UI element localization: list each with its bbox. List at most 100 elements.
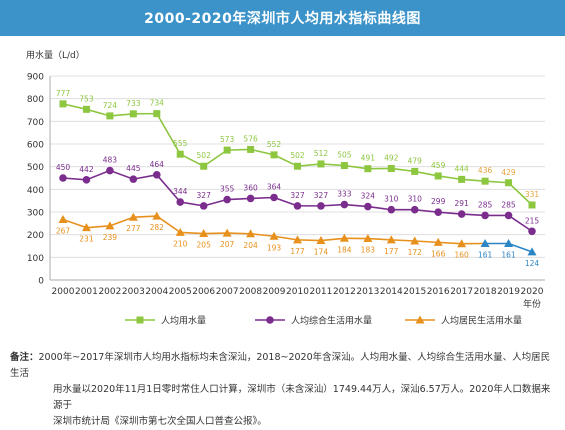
- x-tick-label: 2010: [286, 287, 309, 297]
- footnote: 备注：2000年~2017年深圳市人均用水指标均未含深汕，2018~2020年含…: [10, 350, 555, 430]
- data-label: 282: [150, 223, 165, 232]
- data-label: 429: [501, 168, 516, 177]
- data-point: [106, 112, 113, 119]
- data-point: [200, 163, 207, 170]
- data-label: 160: [454, 251, 469, 260]
- x-tick-label: 2016: [427, 287, 450, 297]
- data-point: [153, 110, 160, 117]
- data-label: 277: [126, 224, 141, 233]
- data-point: [435, 172, 442, 179]
- data-label: 552: [267, 140, 282, 149]
- data-label: 324: [361, 192, 376, 201]
- series-line-segment: [298, 164, 321, 166]
- data-point: [130, 175, 138, 183]
- data-point: [270, 194, 278, 202]
- data-label: 193: [267, 243, 282, 252]
- data-point: [223, 196, 231, 204]
- data-label: 327: [290, 191, 305, 200]
- x-tick-label: 2008: [239, 287, 262, 297]
- data-point: [130, 110, 137, 117]
- data-label: 364: [267, 182, 282, 191]
- data-point: [341, 201, 349, 209]
- data-point: [317, 202, 325, 210]
- series-line-segment: [438, 176, 461, 179]
- series-line-segment: [391, 240, 414, 241]
- data-point: [411, 206, 419, 214]
- data-label: 450: [56, 163, 71, 172]
- data-label: 161: [478, 251, 493, 260]
- data-label: 172: [408, 248, 423, 257]
- x-tick-label: 2009: [263, 287, 286, 297]
- footnote-line-3: 深圳市统计局《深圳市第七次全国人口普查公报》。: [10, 414, 555, 430]
- y-tick-label: 900: [27, 73, 44, 83]
- data-point: [294, 202, 302, 210]
- data-point: [505, 212, 513, 220]
- legend-marker: [137, 317, 144, 324]
- data-label: 285: [501, 200, 516, 209]
- x-tick-label: 2017: [450, 287, 473, 297]
- line-chart: 用水量（L/d）01002003004005006007008009002000…: [0, 36, 565, 346]
- data-point: [60, 100, 67, 107]
- x-tick-label: 2020: [521, 287, 544, 297]
- y-axis-title: 用水量（L/d）: [26, 49, 85, 61]
- data-label: 512: [314, 149, 329, 158]
- series-line-segment: [86, 226, 109, 228]
- data-label: 734: [150, 99, 165, 108]
- data-label: 444: [454, 164, 469, 173]
- x-tick-label: 2005: [169, 287, 192, 297]
- y-tick-label: 300: [27, 209, 44, 219]
- x-tick-label: 2011: [309, 287, 332, 297]
- data-label: 492: [384, 153, 399, 162]
- data-label: 355: [220, 185, 235, 194]
- data-label: 177: [290, 247, 305, 256]
- legend-label: 人均居民生活用水量: [441, 315, 522, 327]
- data-label: 464: [150, 160, 165, 169]
- data-point: [528, 227, 536, 235]
- footnote-line-1: 备注：2000年~2017年深圳市人均用水指标均未含深汕，2018~2020年含…: [10, 350, 555, 382]
- data-point: [153, 171, 161, 179]
- x-tick-label: 2013: [356, 287, 379, 297]
- data-point: [317, 160, 324, 167]
- series-line-segment: [438, 242, 461, 243]
- series-line-segment: [86, 109, 109, 116]
- legend-label: 人均综合生活用水量: [291, 315, 372, 327]
- data-point: [434, 208, 442, 216]
- x-tick-label: 2014: [380, 287, 403, 297]
- series-line-segment: [344, 166, 367, 169]
- series-line-segment: [415, 241, 438, 242]
- data-label: 573: [220, 135, 235, 144]
- data-label: 231: [79, 235, 94, 244]
- data-point: [271, 151, 278, 158]
- x-tick-label: 2006: [192, 287, 215, 297]
- data-label: 753: [79, 94, 94, 103]
- data-label: 183: [361, 246, 376, 255]
- x-tick-label: 2004: [145, 287, 168, 297]
- data-label: 310: [384, 195, 399, 204]
- data-point: [505, 179, 512, 186]
- series-line-segment: [133, 216, 156, 217]
- x-tick-label: 2018: [474, 287, 497, 297]
- x-tick-label: 2002: [98, 287, 121, 297]
- data-label: 777: [56, 89, 71, 98]
- data-label: 555: [173, 139, 188, 148]
- data-label: 576: [243, 134, 258, 143]
- x-tick-label: 2007: [216, 287, 239, 297]
- data-label: 215: [525, 216, 540, 225]
- data-label: 291: [454, 199, 469, 208]
- data-label: 360: [243, 183, 258, 192]
- y-tick-label: 600: [27, 141, 44, 151]
- x-tick-label: 2019: [497, 287, 520, 297]
- data-label: 177: [384, 247, 399, 256]
- data-point: [388, 206, 396, 214]
- data-point: [388, 165, 395, 172]
- series-line-segment: [110, 114, 133, 116]
- data-point: [83, 176, 91, 184]
- series-line-segment: [391, 168, 414, 171]
- data-label: 344: [173, 187, 188, 196]
- series-line-segment: [227, 149, 250, 150]
- data-point: [364, 165, 371, 172]
- x-tick-label: 2001: [75, 287, 98, 297]
- data-label: 239: [103, 233, 118, 242]
- legend-label: 人均用水量: [161, 315, 206, 327]
- data-label: 459: [431, 161, 446, 170]
